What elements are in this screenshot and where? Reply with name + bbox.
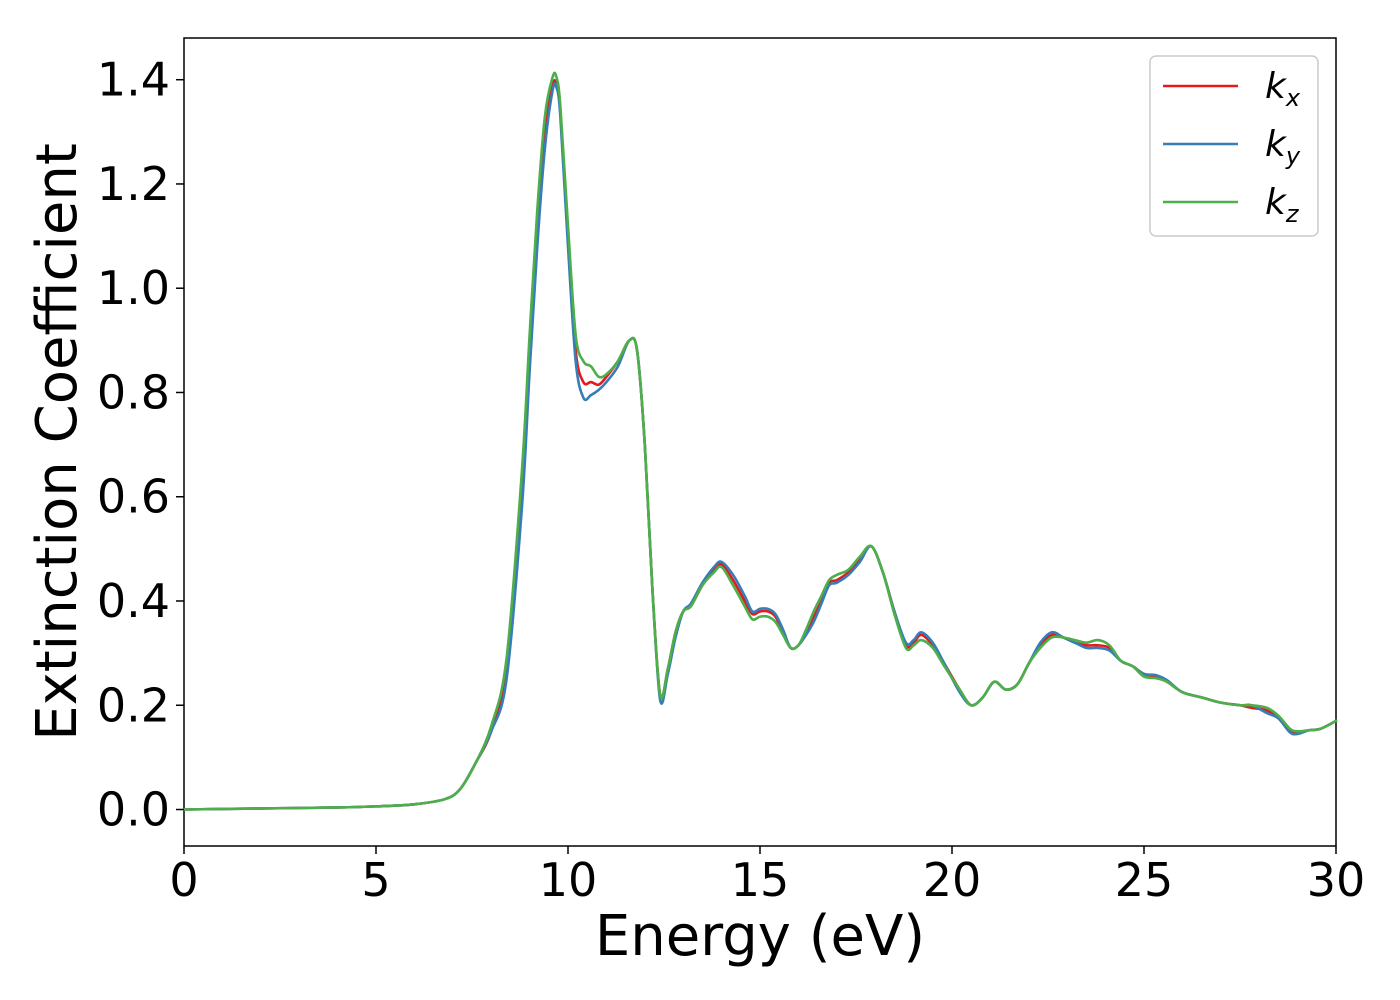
legend-label-x: kx [1265, 66, 1301, 112]
legend-frame [1149, 55, 1319, 237]
x-tick-label: 25 [1115, 853, 1174, 907]
x-tick-label: 15 [731, 853, 790, 907]
y-tick-label: 0.4 [97, 574, 170, 628]
plot-area [183, 37, 1337, 847]
legend-label-z: kz [1265, 182, 1300, 228]
x-tick-label: 30 [1307, 853, 1366, 907]
x-axis: 0 5 10 15 20 25 30 [169, 846, 1365, 907]
y-tick-label: 1.2 [97, 157, 170, 211]
y-axis: 0.0 0.2 0.4 0.6 0.8 1.0 1.2 1.4 [97, 53, 184, 837]
x-tick-label: 5 [361, 853, 390, 907]
legend: kx ky kz [1149, 55, 1319, 237]
y-tick-label: 0.0 [97, 783, 170, 837]
y-tick-label: 0.6 [97, 470, 170, 524]
x-tick-label: 10 [539, 853, 598, 907]
y-tick-label: 1.0 [97, 261, 170, 315]
x-axis-title: Energy (eV) [595, 904, 925, 969]
legend-label-y: ky [1265, 124, 1301, 170]
x-tick-label: 20 [923, 853, 982, 907]
y-tick-label: 0.2 [97, 678, 170, 732]
series-line-z [182, 71, 1338, 811]
x-tick-label: 0 [169, 853, 198, 907]
y-tick-label: 1.4 [97, 53, 170, 107]
y-tick-label: 0.8 [97, 365, 170, 419]
y-axis-title: Extinction Coefficient [25, 143, 90, 741]
series-layer [182, 71, 1338, 811]
